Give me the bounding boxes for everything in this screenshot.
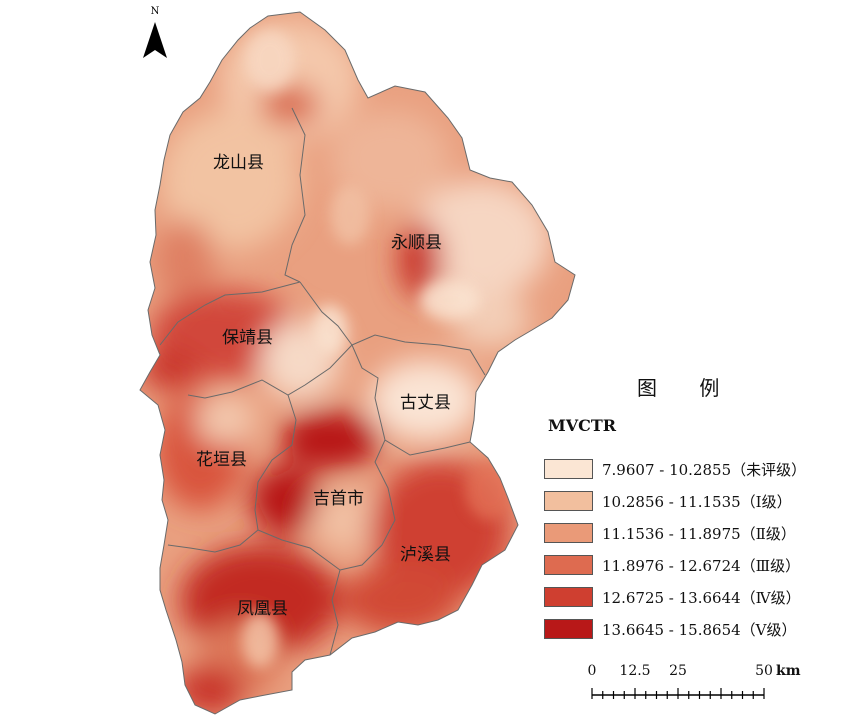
- scale-bar: 0 12.5 25 50 km: [582, 663, 822, 713]
- legend-label: 13.6645 - 15.8654（Ⅴ级）: [602, 620, 797, 639]
- county-boundaries: [159, 107, 486, 656]
- county-label-yongshun: 永顺县: [391, 233, 442, 253]
- legend-swatch: [544, 491, 593, 511]
- scale-tick-label: 50: [755, 663, 773, 679]
- legend-title: 图 例: [637, 376, 738, 400]
- county-label-fenghuang: 凤凰县: [237, 599, 288, 619]
- legend-label: 7.9607 - 10.2855（未评级）: [602, 460, 807, 479]
- north-arrow-icon: [143, 22, 167, 58]
- legend: 7.9607 - 10.2855（未评级） 10.2856 - 11.1535（Ⅰ…: [544, 453, 806, 645]
- scale-bar-graphic: [591, 688, 765, 699]
- legend-label: 11.8976 - 12.6724（Ⅲ级）: [602, 556, 801, 575]
- legend-item: 10.2856 - 11.1535（Ⅰ级）: [544, 485, 806, 517]
- legend-item: 11.1536 - 11.8975（Ⅱ级）: [544, 517, 806, 549]
- legend-swatch: [544, 587, 593, 607]
- legend-item: 11.8976 - 12.6724（Ⅲ级）: [544, 549, 806, 581]
- choropleth-map: [139, 11, 576, 715]
- county-label-jishou: 吉首市: [313, 489, 364, 509]
- county-label-luxi: 泸溪县: [400, 545, 451, 565]
- legend-swatch: [544, 619, 593, 639]
- legend-field-name: MVCTR: [548, 416, 617, 435]
- county-label-guzhang: 古丈县: [400, 393, 451, 413]
- legend-swatch: [544, 523, 593, 543]
- county-label-huayuan: 花垣县: [196, 450, 247, 470]
- legend-label: 11.1536 - 11.8975（Ⅱ级）: [602, 524, 796, 543]
- scale-tick-label: 25: [669, 663, 687, 679]
- scale-tick-label: 0: [587, 663, 597, 679]
- county-label-longshan: 龙山县: [213, 153, 264, 173]
- legend-label: 10.2856 - 11.1535（Ⅰ级）: [602, 492, 792, 511]
- north-arrow: N: [138, 6, 172, 66]
- county-label-baojing: 保靖县: [222, 328, 273, 348]
- legend-swatch: [544, 555, 593, 575]
- legend-item: 7.9607 - 10.2855（未评级）: [544, 453, 806, 485]
- scale-tick-label: 12.5: [619, 663, 651, 679]
- legend-item: 12.6725 - 13.6644（Ⅳ级）: [544, 581, 806, 613]
- north-letter: N: [150, 6, 160, 17]
- legend-swatch: [544, 459, 593, 479]
- scale-unit: km: [776, 663, 801, 679]
- legend-item: 13.6645 - 15.8654（Ⅴ级）: [544, 613, 806, 645]
- legend-label: 12.6725 - 13.6644（Ⅳ级）: [602, 588, 801, 607]
